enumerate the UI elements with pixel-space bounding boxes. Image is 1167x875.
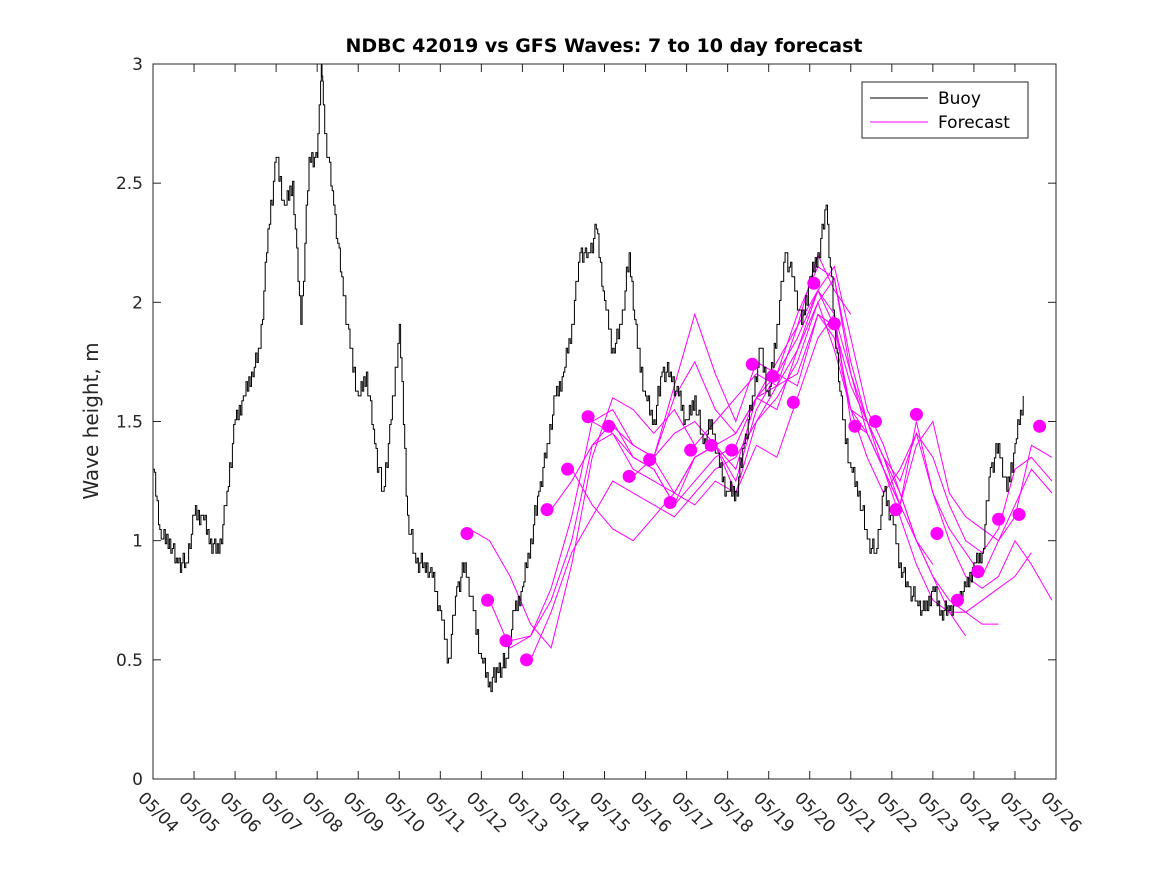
forecast-point [909, 407, 923, 421]
forecast-point [581, 410, 595, 424]
forecast-point [561, 462, 575, 476]
y-tick-label: 2 [132, 293, 143, 313]
forecast-point [807, 276, 821, 290]
forecast-point [602, 419, 616, 433]
chart-title: NDBC 42019 vs GFS Waves: 7 to 10 day for… [345, 35, 862, 57]
forecast-point [889, 503, 903, 517]
forecast-point [868, 415, 882, 428]
legend-box [861, 81, 1029, 139]
legend: Buoy Forecast [861, 81, 1029, 139]
forecast-series-line [653, 312, 1053, 542]
forecast-point [745, 357, 759, 371]
legend-forecast-label: Forecast [938, 113, 1010, 133]
forecast-point [704, 438, 718, 452]
forecast-point [663, 496, 677, 510]
forecast-series-line [571, 289, 1032, 613]
forecast-point [460, 527, 474, 541]
forecast-point [643, 453, 657, 467]
y-tick-label: 1.5 [116, 413, 143, 433]
forecast-point [481, 593, 495, 607]
forecast-point [499, 634, 513, 648]
y-tick-label: 0 [132, 770, 143, 790]
forecast-point [1033, 419, 1047, 433]
y-axis: 0 0.5 1 1.5 2 2.5 3 [116, 55, 1056, 790]
legend-buoy-label: Buoy [938, 89, 981, 109]
forecast-point [950, 593, 964, 607]
forecast-point [992, 512, 1006, 526]
buoy-line-group [153, 64, 1024, 693]
forecast-point [725, 443, 739, 457]
forecast-point [786, 395, 800, 409]
forecast-point [520, 653, 534, 667]
buoy-line [153, 64, 1024, 693]
forecast-series-line [489, 289, 901, 649]
y-tick-label: 3 [132, 55, 143, 75]
forecast-lines [468, 253, 1053, 660]
forecast-point [848, 419, 862, 433]
forecast-series-line [591, 313, 1053, 601]
forecast-series-line [530, 277, 967, 660]
forecast-point [971, 565, 985, 579]
y-tick-label: 2.5 [116, 174, 143, 194]
y-tick-label: 0.5 [116, 651, 143, 671]
forecast-point [766, 369, 780, 383]
y-axis-label: Wave height, m [79, 342, 103, 499]
forecast-markers [460, 276, 1047, 667]
forecast-point [540, 503, 554, 517]
forecast-point [827, 317, 841, 331]
y-tick-label: 1 [132, 532, 143, 552]
forecast-point [930, 527, 944, 541]
forecast-point [684, 443, 698, 457]
forecast-point [1012, 507, 1026, 521]
forecast-point [622, 469, 636, 483]
